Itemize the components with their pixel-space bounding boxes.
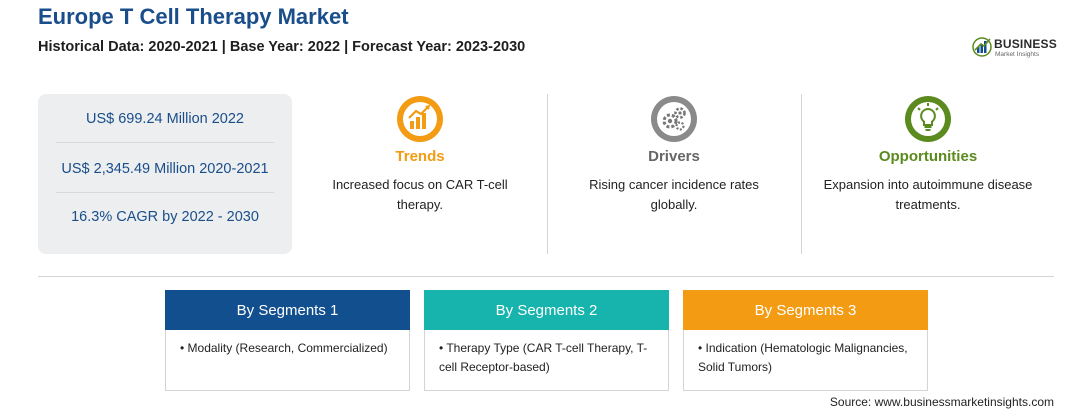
cagr-stat: 16.3% CAGR by 2022 - 2030 (71, 209, 259, 225)
trends-heading: Trends (395, 148, 445, 165)
stat-divider (56, 142, 274, 143)
segment-2-body: • Therapy Type (CAR T-cell Therapy, T-ce… (424, 330, 669, 391)
drivers-column: Drivers Rising cancer incidence rates gl… (564, 94, 784, 215)
column-divider (547, 94, 548, 254)
opportunities-column: Opportunities Expansion into autoimmune … (818, 94, 1038, 215)
logo-tagline: Market Insights (995, 51, 1040, 58)
segment-3-item: • Indication (Hematologic Malignancies, … (698, 341, 908, 374)
column-divider (801, 94, 802, 254)
source-note: Source: www.businessmarketinsights.com (829, 395, 1054, 409)
lightbulb-icon (903, 94, 953, 144)
segment-card-2: By Segments 2 • Therapy Type (CAR T-cell… (424, 290, 669, 392)
segment-2-header: By Segments 2 (424, 290, 669, 330)
market-value-stat: US$ 699.24 Million 2022 (86, 111, 244, 127)
page-title: Europe T Cell Therapy Market (38, 4, 349, 29)
segment-card-1: By Segments 1 • Modality (Research, Comm… (165, 290, 410, 392)
stat-divider (56, 192, 274, 193)
logo-mark-icon (972, 37, 992, 57)
opportunities-heading: Opportunities (878, 148, 978, 165)
segment-3-body: • Indication (Hematologic Malignancies, … (683, 330, 928, 391)
brand-logo: BUSINESS Market Insights (972, 34, 1062, 62)
drivers-text: Rising cancer incidence rates globally. (589, 177, 759, 212)
section-divider (38, 276, 1054, 277)
segment-card-3: By Segments 3 • Indication (Hematologic … (683, 290, 928, 392)
segment-3-header: By Segments 3 (683, 290, 928, 330)
historical-value-stat: US$ 2,345.49 Million 2020-2021 (61, 161, 269, 177)
gears-icon (649, 94, 699, 144)
market-stats-panel: US$ 699.24 Million 2022 US$ 2,345.49 Mil… (38, 94, 292, 254)
page-subtitle: Historical Data: 2020-2021 | Base Year: … (38, 39, 526, 55)
opportunities-text: Expansion into autoimmune disease treatm… (823, 177, 1033, 212)
trends-text: Increased focus on CAR T-cell therapy. (332, 177, 508, 212)
segment-1-item: • Modality (Research, Commercialized) (180, 341, 388, 355)
segment-1-body: • Modality (Research, Commercialized) (165, 330, 410, 391)
segment-1-header: By Segments 1 (165, 290, 410, 330)
drivers-heading: Drivers (648, 148, 700, 165)
trend-chart-icon (395, 94, 445, 144)
logo-name: BUSINESS (994, 37, 1057, 51)
segment-2-item: • Therapy Type (CAR T-cell Therapy, T-ce… (439, 341, 648, 374)
trends-column: Trends Increased focus on CAR T-cell the… (310, 94, 530, 215)
